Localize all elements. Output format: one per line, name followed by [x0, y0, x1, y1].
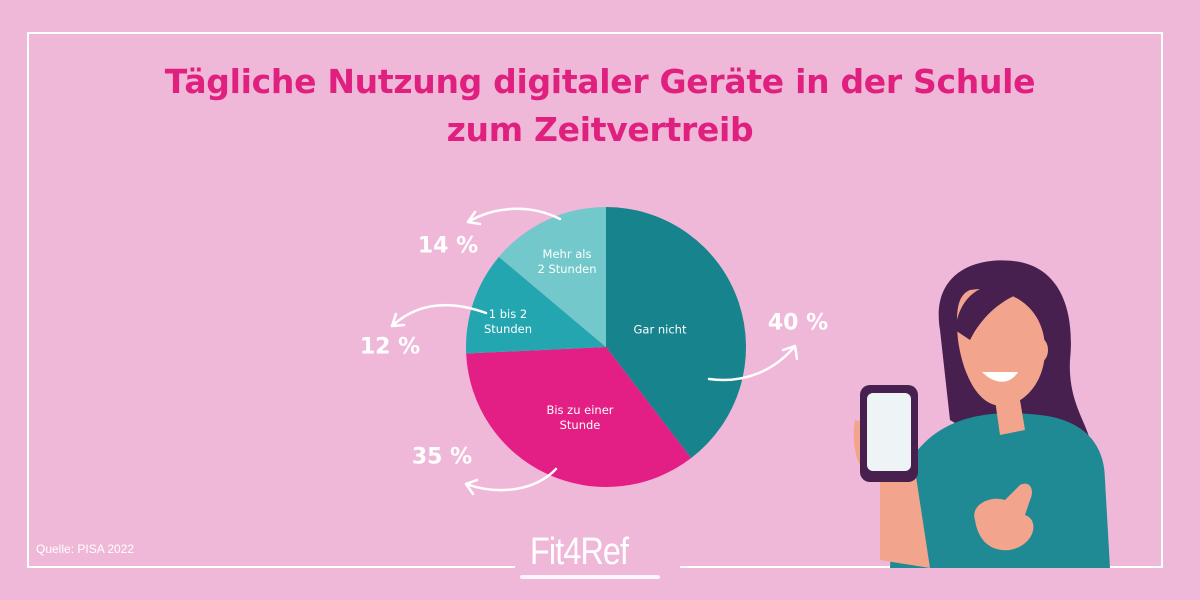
- slice-label: Gar nicht: [633, 322, 687, 337]
- slice-label: Mehr als 2 Stunden: [537, 247, 597, 276]
- pie-slice: [466, 347, 692, 487]
- logo-underline: [520, 575, 660, 579]
- slice-label: 1 bis 2 Stunden: [483, 307, 533, 336]
- data-label: 12 %: [359, 334, 421, 360]
- arrow-12: [390, 303, 488, 328]
- arrow-35: [464, 467, 558, 496]
- woman-illustration: [853, 260, 1110, 568]
- source-note: Quelle: PISA 2022: [36, 542, 135, 556]
- data-label: 40 %: [767, 310, 829, 336]
- frame-bottom-line: [27, 566, 515, 568]
- chart-title: Tägliche Nutzung digitaler Geräte in der…: [0, 58, 1200, 154]
- pie-slice: [466, 256, 606, 354]
- logo: Fit4Ref: [530, 531, 629, 573]
- pie-slice: [498, 207, 606, 347]
- arrow-14: [466, 207, 562, 226]
- title-line-1: Tägliche Nutzung digitaler Geräte in der…: [164, 62, 1036, 101]
- arrow-40: [707, 344, 799, 382]
- title-line-2: zum Zeitvertreib: [446, 110, 754, 149]
- data-label: 35 %: [411, 444, 473, 470]
- data-label: 14 %: [417, 233, 479, 259]
- slice-label: Bis zu einer Stunde: [546, 403, 614, 432]
- frame-border: [27, 32, 1163, 568]
- pie-slice: [606, 207, 747, 459]
